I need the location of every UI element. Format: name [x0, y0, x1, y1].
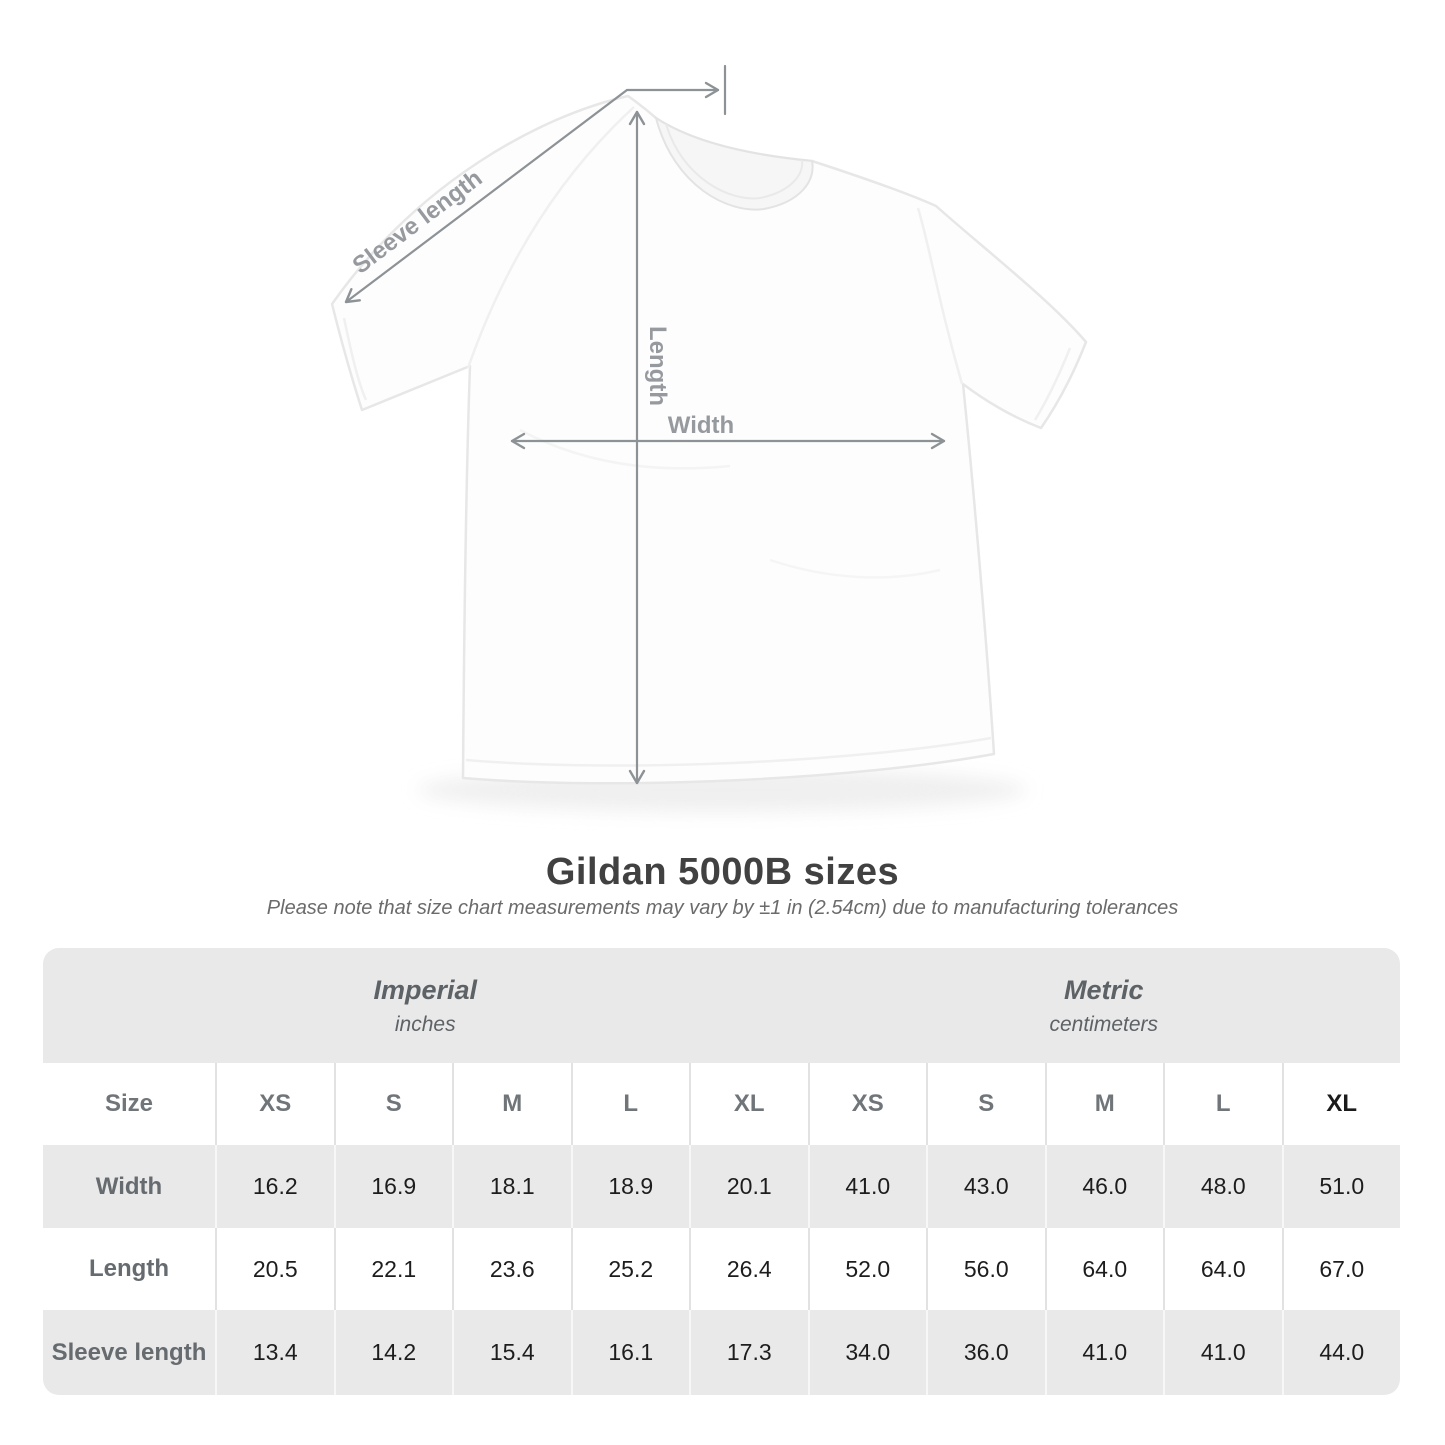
- length-metric-xs: 52.0: [807, 1228, 927, 1310]
- tolerance-note: Please note that size chart measurements…: [266, 897, 1179, 919]
- table-row-width: Width 16.2 16.9 18.1 18.9 20.1 41.0 43.0…: [43, 1145, 1400, 1228]
- unit-header-row: Imperial inches Metric centimeters: [43, 948, 1400, 1063]
- col-header-imperial-l: L: [570, 1063, 690, 1145]
- sleeve-imperial-xs: 13.4: [215, 1310, 334, 1395]
- length-metric-s: 56.0: [926, 1228, 1045, 1310]
- imperial-unit-label: inches: [394, 1012, 456, 1036]
- metric-unit-header: Metric centimeters: [808, 948, 1401, 1063]
- width-imperial-xl: 20.1: [689, 1145, 808, 1228]
- width-metric-m: 46.0: [1044, 1145, 1164, 1228]
- width-metric-xl: 51.0: [1281, 1145, 1401, 1228]
- length-metric-xl: 67.0: [1281, 1228, 1401, 1310]
- width-imperial-xs: 16.2: [215, 1145, 334, 1228]
- col-header-imperial-xl: XL: [689, 1063, 808, 1145]
- sleeve-metric-xl: 44.0: [1281, 1310, 1401, 1395]
- col-header-metric-xl: XL: [1281, 1063, 1401, 1145]
- length-metric-l: 64.0: [1163, 1228, 1282, 1310]
- width-label: Width: [668, 412, 734, 439]
- length-imperial-l: 25.2: [570, 1228, 690, 1310]
- length-imperial-xs: 20.5: [215, 1228, 334, 1310]
- width-metric-s: 43.0: [926, 1145, 1045, 1228]
- sleeve-imperial-s: 14.2: [333, 1310, 453, 1395]
- width-metric-xs: 41.0: [807, 1145, 927, 1228]
- imperial-unit-header: Imperial inches: [43, 948, 808, 1063]
- size-table: Imperial inches Metric centimeters Size …: [43, 948, 1400, 1395]
- table-row-sleeve-length: Sleeve length 13.4 14.2 15.4 16.1 17.3 3…: [43, 1310, 1400, 1395]
- sleeve-metric-s: 36.0: [926, 1310, 1045, 1395]
- col-header-metric-xs: XS: [807, 1063, 927, 1145]
- page-title: Gildan 5000B sizes: [545, 851, 900, 893]
- sleeve-metric-xs: 34.0: [807, 1310, 927, 1395]
- col-header-imperial-m: M: [452, 1063, 571, 1145]
- col-header-imperial-s: S: [333, 1063, 453, 1145]
- imperial-label: Imperial: [373, 974, 478, 1005]
- sleeve-metric-m: 41.0: [1044, 1310, 1164, 1395]
- tshirt-measurement-diagram: Sleeve length Length Width: [330, 64, 1088, 812]
- col-header-metric-s: S: [926, 1063, 1045, 1145]
- col-header-metric-l: L: [1163, 1063, 1282, 1145]
- measurement-lines: [344, 64, 946, 785]
- length-metric-m: 64.0: [1044, 1228, 1164, 1310]
- sleeve-imperial-xl: 17.3: [689, 1310, 808, 1395]
- sleeve-imperial-m: 15.4: [452, 1310, 571, 1395]
- length-label: Length: [644, 326, 671, 406]
- row-label-width: Width: [95, 1172, 163, 1200]
- size-header-row: Size XS S M L XL XS S M L XL: [43, 1063, 1400, 1145]
- width-imperial-s: 16.9: [333, 1145, 453, 1228]
- row-label-length: Length: [89, 1255, 169, 1282]
- length-imperial-m: 23.6: [452, 1228, 571, 1310]
- col-header-imperial-xs: XS: [215, 1063, 334, 1145]
- width-imperial-m: 18.1: [452, 1145, 571, 1228]
- col-header-metric-m: M: [1044, 1063, 1164, 1145]
- row-label-sleeve-length: Sleeve length: [51, 1338, 207, 1366]
- sleeve-metric-l: 41.0: [1163, 1310, 1282, 1395]
- metric-unit-label: centimeters: [1049, 1012, 1159, 1036]
- sleeve-length-arrow: [344, 81, 720, 304]
- length-imperial-xl: 26.4: [689, 1228, 808, 1310]
- sleeve-imperial-l: 16.1: [570, 1310, 690, 1395]
- length-imperial-s: 22.1: [333, 1228, 453, 1310]
- table-row-length: Length 20.5 22.1 23.6 25.2 26.4 52.0 56.…: [43, 1228, 1400, 1310]
- width-metric-l: 48.0: [1163, 1145, 1282, 1228]
- size-column-header: Size: [104, 1090, 154, 1117]
- metric-label: Metric: [1063, 974, 1144, 1005]
- width-imperial-l: 18.9: [570, 1145, 690, 1228]
